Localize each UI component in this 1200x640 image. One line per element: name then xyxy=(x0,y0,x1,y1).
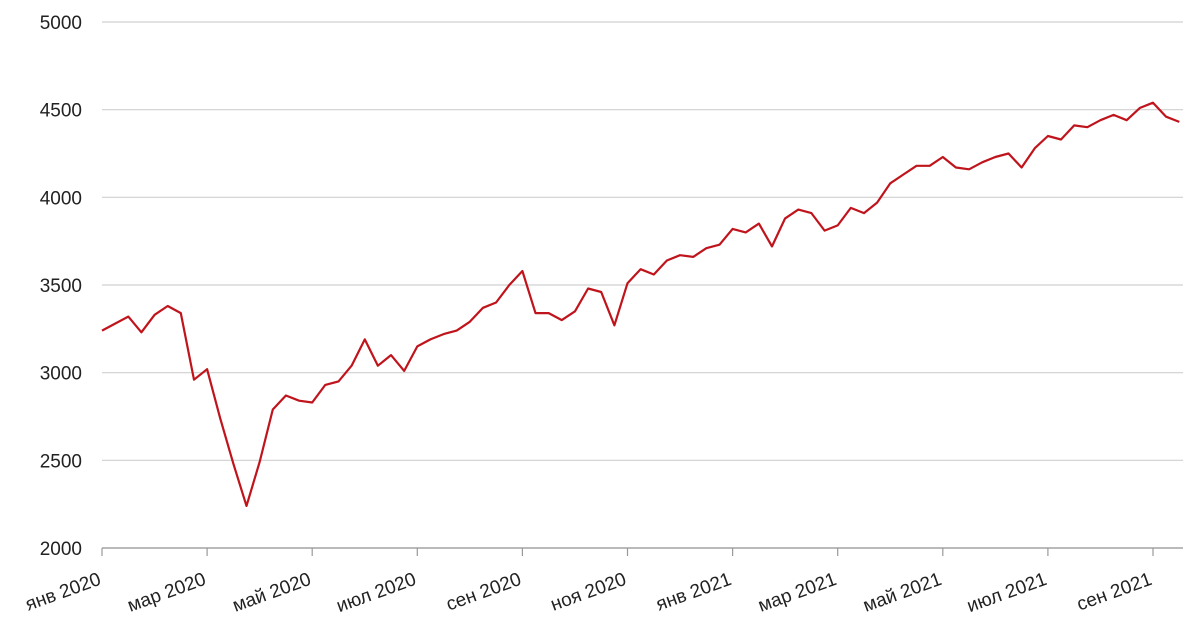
x-tick-label: янв 2021 xyxy=(653,569,734,616)
x-tick-label: мар 2020 xyxy=(125,569,209,617)
line xyxy=(101,101,1180,507)
x-tick-label: июл 2021 xyxy=(964,569,1049,617)
x-tick-label: сен 2021 xyxy=(1074,569,1155,615)
y-tick-label: 4000 xyxy=(40,188,82,209)
y-tick-label: 4500 xyxy=(40,101,82,122)
y-tick-label: 2500 xyxy=(40,451,82,472)
y-tick-label: 2000 xyxy=(40,539,82,560)
x-tick-label: мар 2021 xyxy=(755,569,839,617)
x-tick-label: май 2021 xyxy=(860,569,944,617)
y-tick-label: 3000 xyxy=(40,364,82,385)
y-tick-label: 5000 xyxy=(40,13,82,34)
x-tick-label: май 2020 xyxy=(230,569,314,617)
x-tick-label: ноя 2020 xyxy=(548,569,629,616)
y-tick-label: 3500 xyxy=(40,276,82,297)
x-tick-label: июл 2020 xyxy=(334,569,419,617)
x-tick-label: сен 2020 xyxy=(444,569,525,615)
x-tick-label: янв 2020 xyxy=(23,569,104,616)
